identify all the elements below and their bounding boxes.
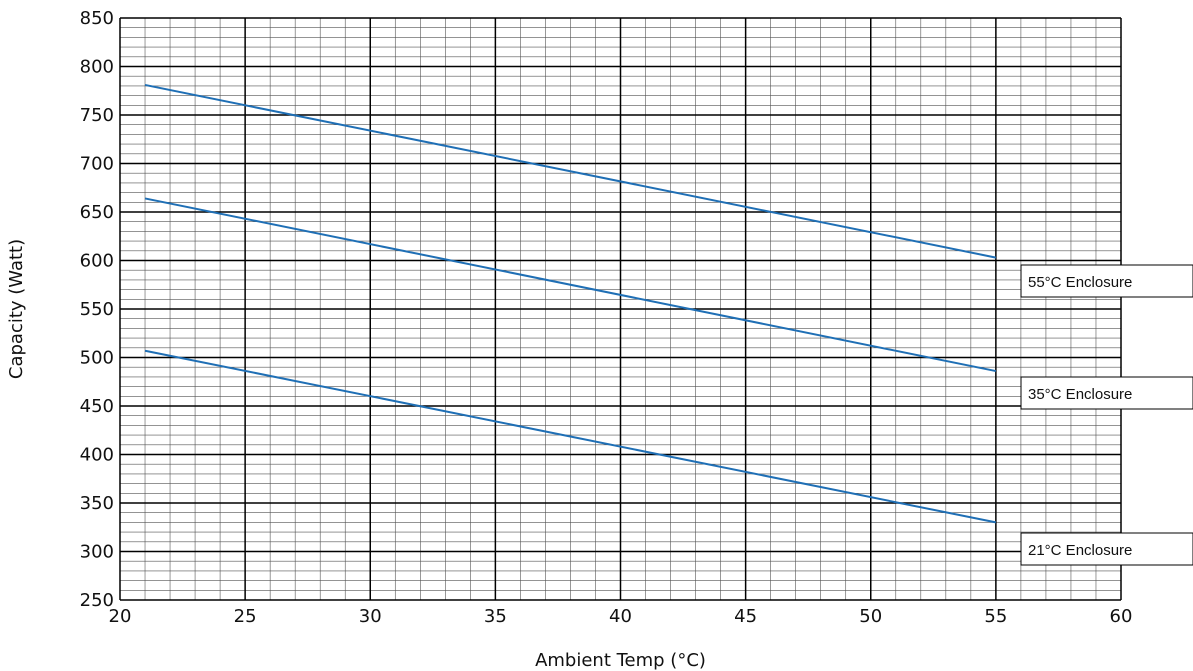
x-tick-labels: 20 25 30 35 40 45 50 55 60 (109, 606, 1133, 627)
y-tick-label: 800 (80, 57, 114, 78)
y-tick-label: 300 (80, 542, 114, 563)
x-tick-label: 45 (734, 606, 757, 627)
x-tick-label: 55 (984, 606, 1007, 627)
y-tick-label: 750 (80, 105, 114, 126)
y-tick-label: 450 (80, 396, 114, 417)
x-tick-label: 35 (484, 606, 507, 627)
y-axis-title: Capacity (Watt) (6, 239, 27, 379)
y-tick-label: 650 (80, 202, 114, 223)
y-tick-label: 350 (80, 493, 114, 514)
x-tick-label: 60 (1110, 606, 1133, 627)
x-axis-title: Ambient Temp (°C) (535, 650, 706, 671)
y-tick-label: 550 (80, 299, 114, 320)
y-tick-labels: 250 300 350 400 450 500 550 600 650 700 750 800 850 (80, 8, 114, 611)
y-tick-label: 400 (80, 445, 114, 466)
y-tick-label: 850 (80, 8, 114, 29)
y-tick-label: 250 (80, 590, 114, 611)
series-label: 35°C Enclosure (1028, 386, 1132, 403)
x-tick-label: 30 (359, 606, 382, 627)
y-tick-label: 700 (80, 154, 114, 175)
y-tick-label: 500 (80, 348, 114, 369)
x-tick-label: 25 (234, 606, 257, 627)
series-labels: 55°C Enclosure 35°C Enclosure 21°C Enclosu… (1021, 265, 1193, 565)
x-tick-label: 50 (859, 606, 882, 627)
x-tick-label: 40 (609, 606, 632, 627)
series-label: 21°C Enclosure (1028, 542, 1132, 559)
series-label: 55°C Enclosure (1028, 274, 1132, 291)
y-tick-label: 600 (80, 251, 114, 272)
